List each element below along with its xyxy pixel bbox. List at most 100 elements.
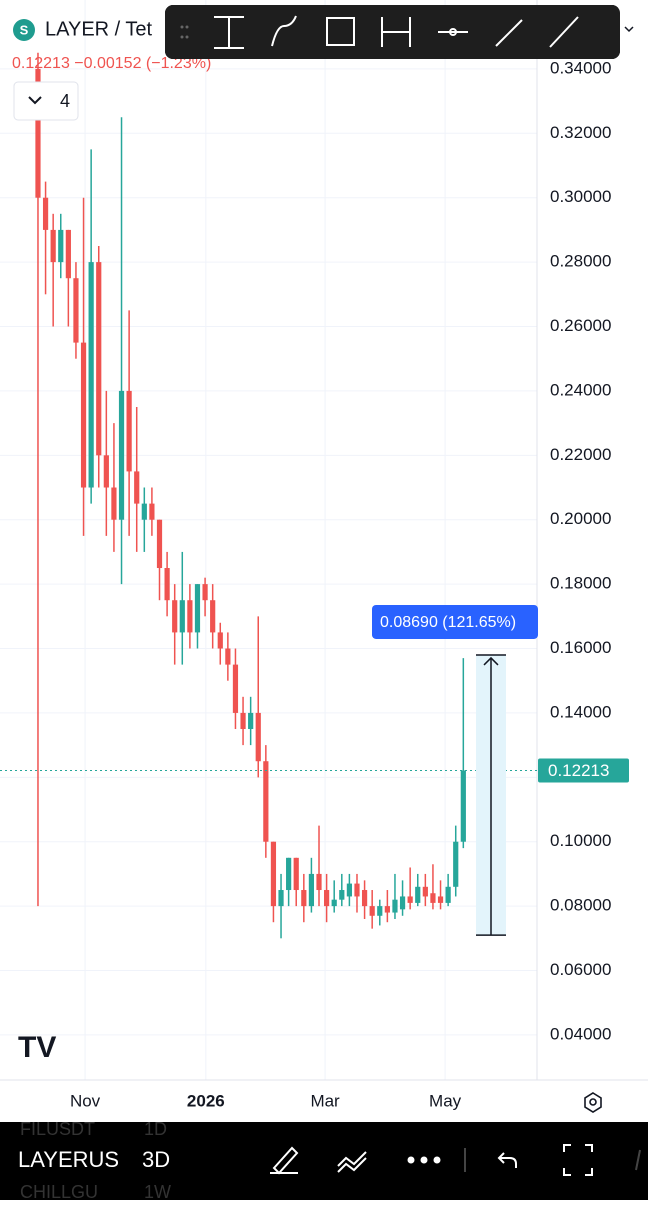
candle-body — [407, 896, 413, 903]
candle-body — [88, 262, 94, 488]
candle-body — [453, 841, 459, 887]
candle-body — [210, 600, 216, 633]
candle-body — [248, 712, 254, 730]
y-tick-label: 0.30000 — [550, 187, 611, 206]
tool-arrow[interactable] — [495, 19, 523, 47]
y-tick-label: 0.34000 — [550, 58, 611, 77]
candle-body — [399, 896, 406, 910]
candle-body — [35, 68, 41, 198]
candle-body — [263, 761, 269, 842]
draw-button[interactable] — [270, 1146, 299, 1175]
settings-icon-center — [589, 1098, 597, 1106]
symbol-button[interactable]: LAYERUS — [18, 1147, 119, 1172]
x-tick-label: May — [429, 1091, 462, 1110]
y-tick-label: 0.04000 — [550, 1024, 611, 1043]
candle-body — [430, 893, 436, 903]
candle-body — [293, 857, 299, 891]
y-tick-label: 0.14000 — [550, 702, 611, 721]
candle-body — [324, 890, 330, 907]
last-price-badge — [538, 758, 629, 783]
candle-body — [141, 503, 147, 520]
indicator-count: 4 — [60, 91, 70, 111]
tool-path[interactable] — [271, 15, 297, 47]
x-tick-label: Nov — [70, 1091, 101, 1110]
candle-body — [118, 390, 125, 520]
candle-body — [149, 503, 155, 520]
hidden-interval: 1W — [144, 1182, 171, 1200]
candle-body — [316, 873, 322, 891]
candle-body — [172, 600, 178, 633]
settings-icon[interactable] — [584, 1092, 602, 1113]
candle-body — [73, 278, 79, 343]
candle-body — [232, 664, 239, 713]
x-tick-label: Mar — [310, 1091, 340, 1110]
candle-body — [339, 890, 345, 900]
candle-body — [42, 197, 49, 230]
tool-trend[interactable] — [549, 16, 579, 48]
patterns-button[interactable] — [337, 1151, 367, 1173]
candle-body — [217, 632, 223, 649]
y-tick-label: 0.18000 — [550, 574, 611, 593]
y-tick-label: 0.06000 — [550, 960, 611, 979]
measure-badge — [372, 604, 538, 639]
candle-body — [445, 886, 451, 903]
candle-body — [422, 886, 428, 897]
candle-body — [65, 229, 71, 279]
tool-range[interactable] — [381, 17, 411, 47]
hidden-symbol: FILUSDT — [20, 1119, 95, 1139]
y-tick-label: 0.16000 — [550, 638, 611, 657]
candle-body — [437, 896, 444, 903]
tv-logo: TV — [18, 1031, 56, 1064]
candle-body — [225, 648, 231, 665]
y-tick-label: 0.26000 — [550, 316, 611, 335]
undo-button[interactable] — [497, 1152, 517, 1168]
candle-body — [50, 229, 56, 263]
candle-body — [134, 471, 140, 504]
bottom-icons — [270, 1144, 641, 1176]
hidden-symbol: CHILLGU — [20, 1182, 98, 1200]
candle-body — [187, 600, 193, 633]
price-change: 0.12213 −0.00152 (−1.23%) — [12, 55, 211, 72]
interval-button[interactable]: 3D — [142, 1147, 170, 1172]
candle-body — [58, 229, 64, 263]
y-tick-label: 0.22000 — [550, 445, 611, 464]
candle-body — [164, 568, 170, 601]
candle-body — [179, 600, 185, 633]
candle-body — [96, 262, 102, 456]
tool-ruler[interactable] — [214, 16, 244, 49]
fullscreen-button[interactable] — [563, 1144, 593, 1176]
indicator-toggle[interactable] — [13, 81, 79, 121]
candle-body — [103, 455, 109, 488]
candle-body — [156, 519, 163, 569]
candle-body — [286, 857, 292, 891]
candle-body — [460, 770, 466, 842]
candle-body — [331, 899, 337, 907]
candle-body — [369, 906, 375, 916]
y-tick-label: 0.08000 — [550, 896, 611, 915]
symbol-title[interactable]: LAYER / Tet — [45, 18, 153, 40]
candle-body — [301, 890, 307, 907]
last-price-label: 0.12213 — [548, 761, 609, 780]
candle-body — [308, 873, 315, 907]
y-tick-label: 0.20000 — [550, 509, 611, 528]
candle-body — [255, 712, 261, 762]
candle-body — [126, 390, 132, 472]
candle-body — [80, 342, 87, 488]
tool-rect[interactable] — [326, 17, 355, 46]
y-tick-label: 0.28000 — [550, 252, 611, 271]
chevron — [28, 96, 42, 105]
measure-label: 0.08690 (121.65%) — [380, 614, 516, 631]
measure-arrow — [483, 656, 499, 666]
y-tick-label: 0.10000 — [550, 831, 611, 850]
candle-body — [354, 883, 360, 897]
dropdown-chevron — [624, 26, 634, 33]
symbol-icon — [13, 19, 35, 41]
hidden-interval: 1D — [144, 1119, 167, 1139]
y-tick-label: 0.32000 — [550, 123, 611, 142]
candle-body — [194, 584, 201, 633]
candle-body — [377, 906, 383, 916]
x-tick-label: 2026 — [187, 1091, 225, 1110]
symbol-icon-glyph: S — [20, 22, 29, 37]
